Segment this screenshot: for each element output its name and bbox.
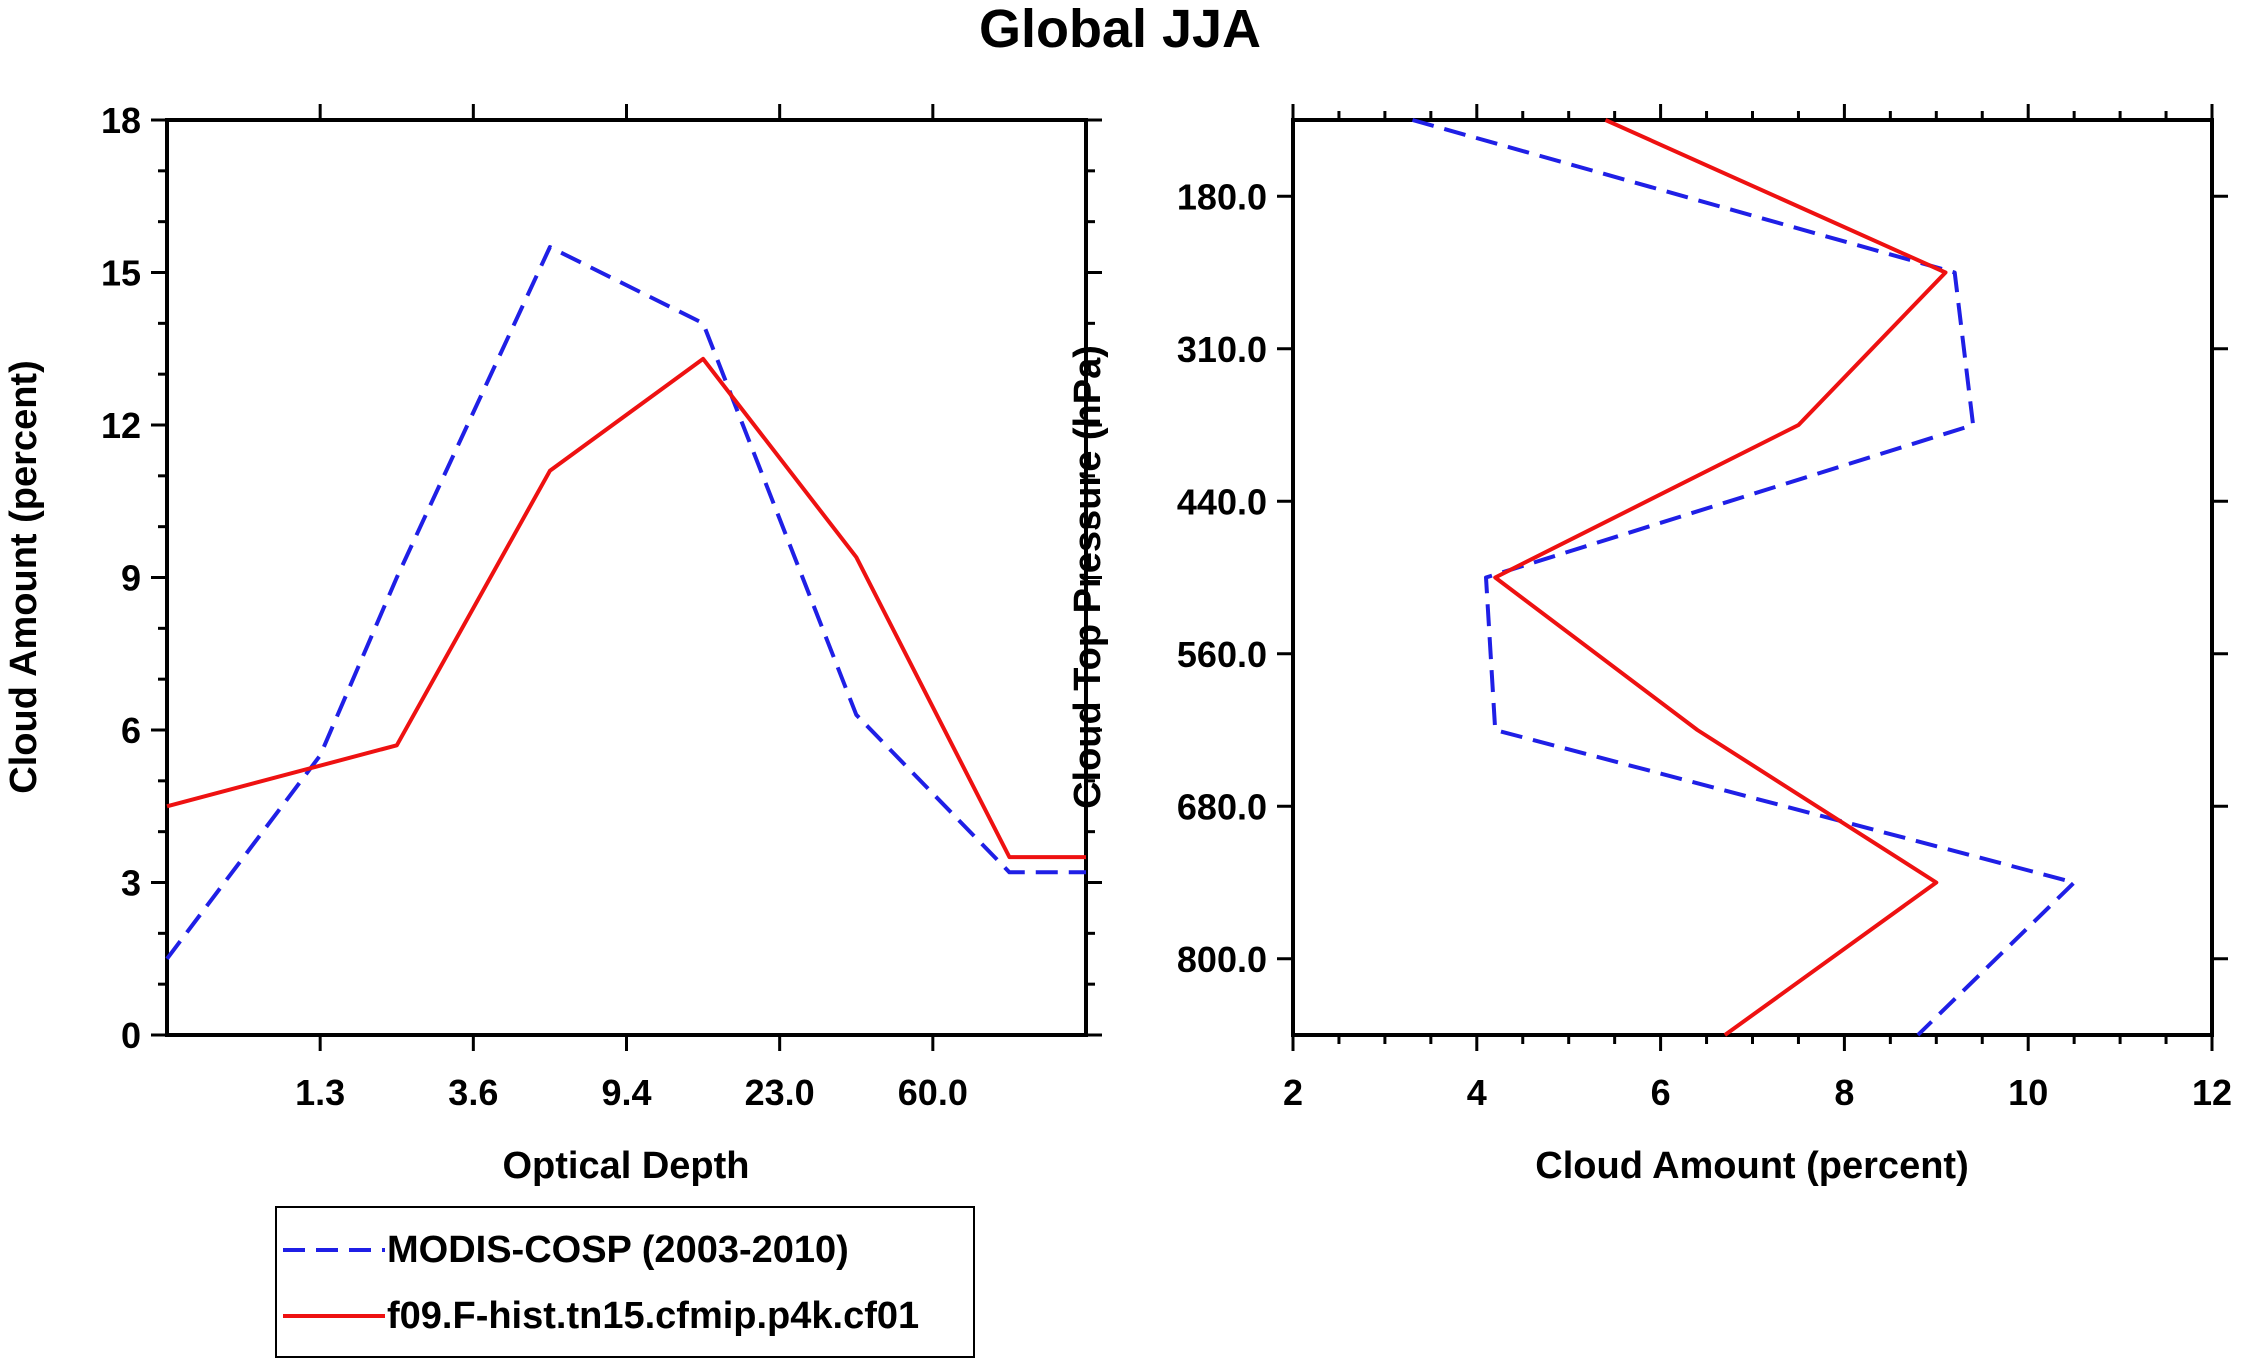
cloud-top-pressure-panel: 2 4 6 8 10 12 180.0 310.0 440.0 560.0 680.0 800.0 C… [1067, 104, 2232, 1187]
optical-depth-panel: 0 3 6 9 12 15 18 1.3 3.6 9.4 23.0 60.0 Optical Dept… [3, 100, 1102, 1187]
left-y-tick-label: 18 [101, 100, 141, 141]
right-y-tick-label: 800.0 [1177, 939, 1267, 980]
left-x-tick-label: 23.0 [745, 1072, 815, 1113]
right-y-tick-label: 180.0 [1177, 176, 1267, 217]
left-y-tick-label: 3 [121, 863, 141, 904]
left-plot-frame [165, 118, 1088, 1037]
left-y-tick-label: 0 [121, 1015, 141, 1056]
right-x-tick-label: 8 [1834, 1072, 1854, 1113]
left-x-tick-label: 60.0 [898, 1072, 968, 1113]
left-series-model [166, 356, 1086, 860]
right-x-tick-label: 12 [2192, 1072, 2232, 1113]
left-x-tick-label: 3.6 [448, 1072, 498, 1113]
right-series-obs [1411, 118, 2077, 1037]
left-series-obs [165, 245, 1086, 961]
left-y-tick-label: 12 [101, 405, 141, 446]
right-x-tick-label: 10 [2008, 1072, 2048, 1113]
legend-box [275, 1206, 975, 1358]
legend-label-model: f09.F-hist.tn15.cfmip.p4k.cf01 [387, 1295, 919, 1337]
left-y-tick-label: 15 [101, 253, 141, 294]
left-x-tick-label: 1.3 [295, 1072, 345, 1113]
right-x-axis-label: Cloud Amount (percent) [1535, 1145, 1968, 1187]
right-y-tick-label: 310.0 [1177, 329, 1267, 370]
left-y-tick-label: 6 [121, 710, 141, 751]
right-y-tick-label: 440.0 [1177, 481, 1267, 522]
right-x-tick-label: 2 [1283, 1072, 1303, 1113]
right-y-tick-label: 680.0 [1177, 786, 1267, 827]
right-x-tick-label: 4 [1467, 1072, 1487, 1113]
chart-title: Global JJA [979, 0, 1261, 59]
right-y-tick-label: 560.0 [1177, 634, 1267, 675]
right-x-tick-label: 6 [1651, 1072, 1671, 1113]
left-y-axis-label: Cloud Amount (percent) [3, 360, 45, 793]
left-x-axis-label: Optical Depth [502, 1145, 749, 1187]
legend: MODIS-COSP (2003-2010) f09.F-hist.tn15.c… [275, 1206, 975, 1358]
legend-label-obs: MODIS-COSP (2003-2010) [387, 1229, 849, 1271]
right-plot-frame [1291, 118, 2214, 1037]
left-y-tick-label: 9 [121, 558, 141, 599]
right-series-model [1493, 118, 1948, 1037]
right-y-axis-label: Cloud Top Pressure (hPa) [1067, 345, 1109, 809]
left-x-tick-label: 9.4 [601, 1072, 651, 1113]
